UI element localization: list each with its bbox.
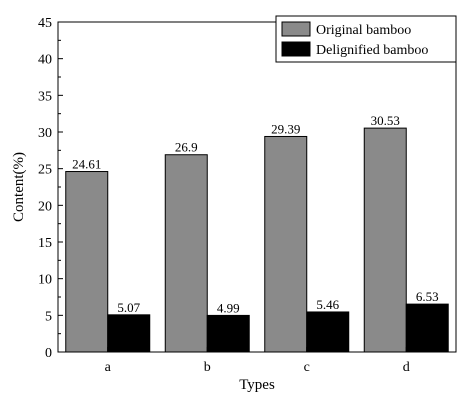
x-tick-label-a: a: [105, 360, 112, 375]
x-tick-label-c: c: [304, 360, 310, 375]
bar-delignified-a: [107, 314, 151, 353]
legend-swatch-original: [281, 21, 311, 37]
y-tick-label-15: 15: [38, 236, 52, 251]
data-label-original-b: 26.9: [175, 140, 198, 155]
data-label-original-a: 24.61: [72, 157, 101, 172]
x-axis-label: Types: [239, 377, 275, 393]
y-tick-label-10: 10: [38, 273, 52, 288]
y-tick-label-40: 40: [38, 53, 52, 68]
bar-delignified-b: [206, 314, 250, 353]
bar-original-b: [164, 154, 208, 353]
y-tick-label-35: 35: [38, 89, 52, 104]
x-tick-label-b: b: [204, 360, 211, 375]
y-tick-label-45: 45: [38, 16, 52, 31]
y-tick-label-20: 20: [38, 199, 52, 214]
legend: Original bamboo Delignified bamboo: [275, 15, 457, 63]
legend-label-delignified: Delignified bamboo: [316, 43, 428, 58]
bar-original-a: [65, 171, 109, 353]
y-tick-label-0: 0: [45, 346, 52, 361]
bar-original-d: [363, 127, 407, 353]
bar-delignified-d: [405, 303, 449, 353]
data-labels-group: 24.61 5.07 26.9 4.99 29.39 5.46 30.53 6.53: [72, 113, 439, 315]
x-tick-label-d: d: [403, 360, 410, 375]
legend-swatch-delignified: [281, 41, 311, 57]
y-axis-label: Content(%): [11, 152, 27, 222]
data-label-delignified-d: 6.53: [416, 289, 439, 304]
data-label-delignified-c: 5.46: [316, 297, 339, 312]
bar-original-c: [264, 135, 308, 353]
y-tick-label-30: 30: [38, 126, 52, 141]
data-label-original-c: 29.39: [271, 121, 300, 136]
data-label-delignified-b: 4.99: [217, 300, 240, 315]
y-tick-label-25: 25: [38, 163, 52, 178]
axes-group: 0 5 10 15 20 25 30 35 40 45 a b c d: [38, 16, 457, 375]
bars-group: [65, 127, 449, 353]
y-tick-label-5: 5: [45, 309, 52, 324]
legend-label-original: Original bamboo: [316, 23, 411, 38]
data-label-original-d: 30.53: [371, 113, 400, 128]
data-label-delignified-a: 5.07: [117, 300, 140, 315]
bar-delignified-c: [306, 311, 350, 353]
